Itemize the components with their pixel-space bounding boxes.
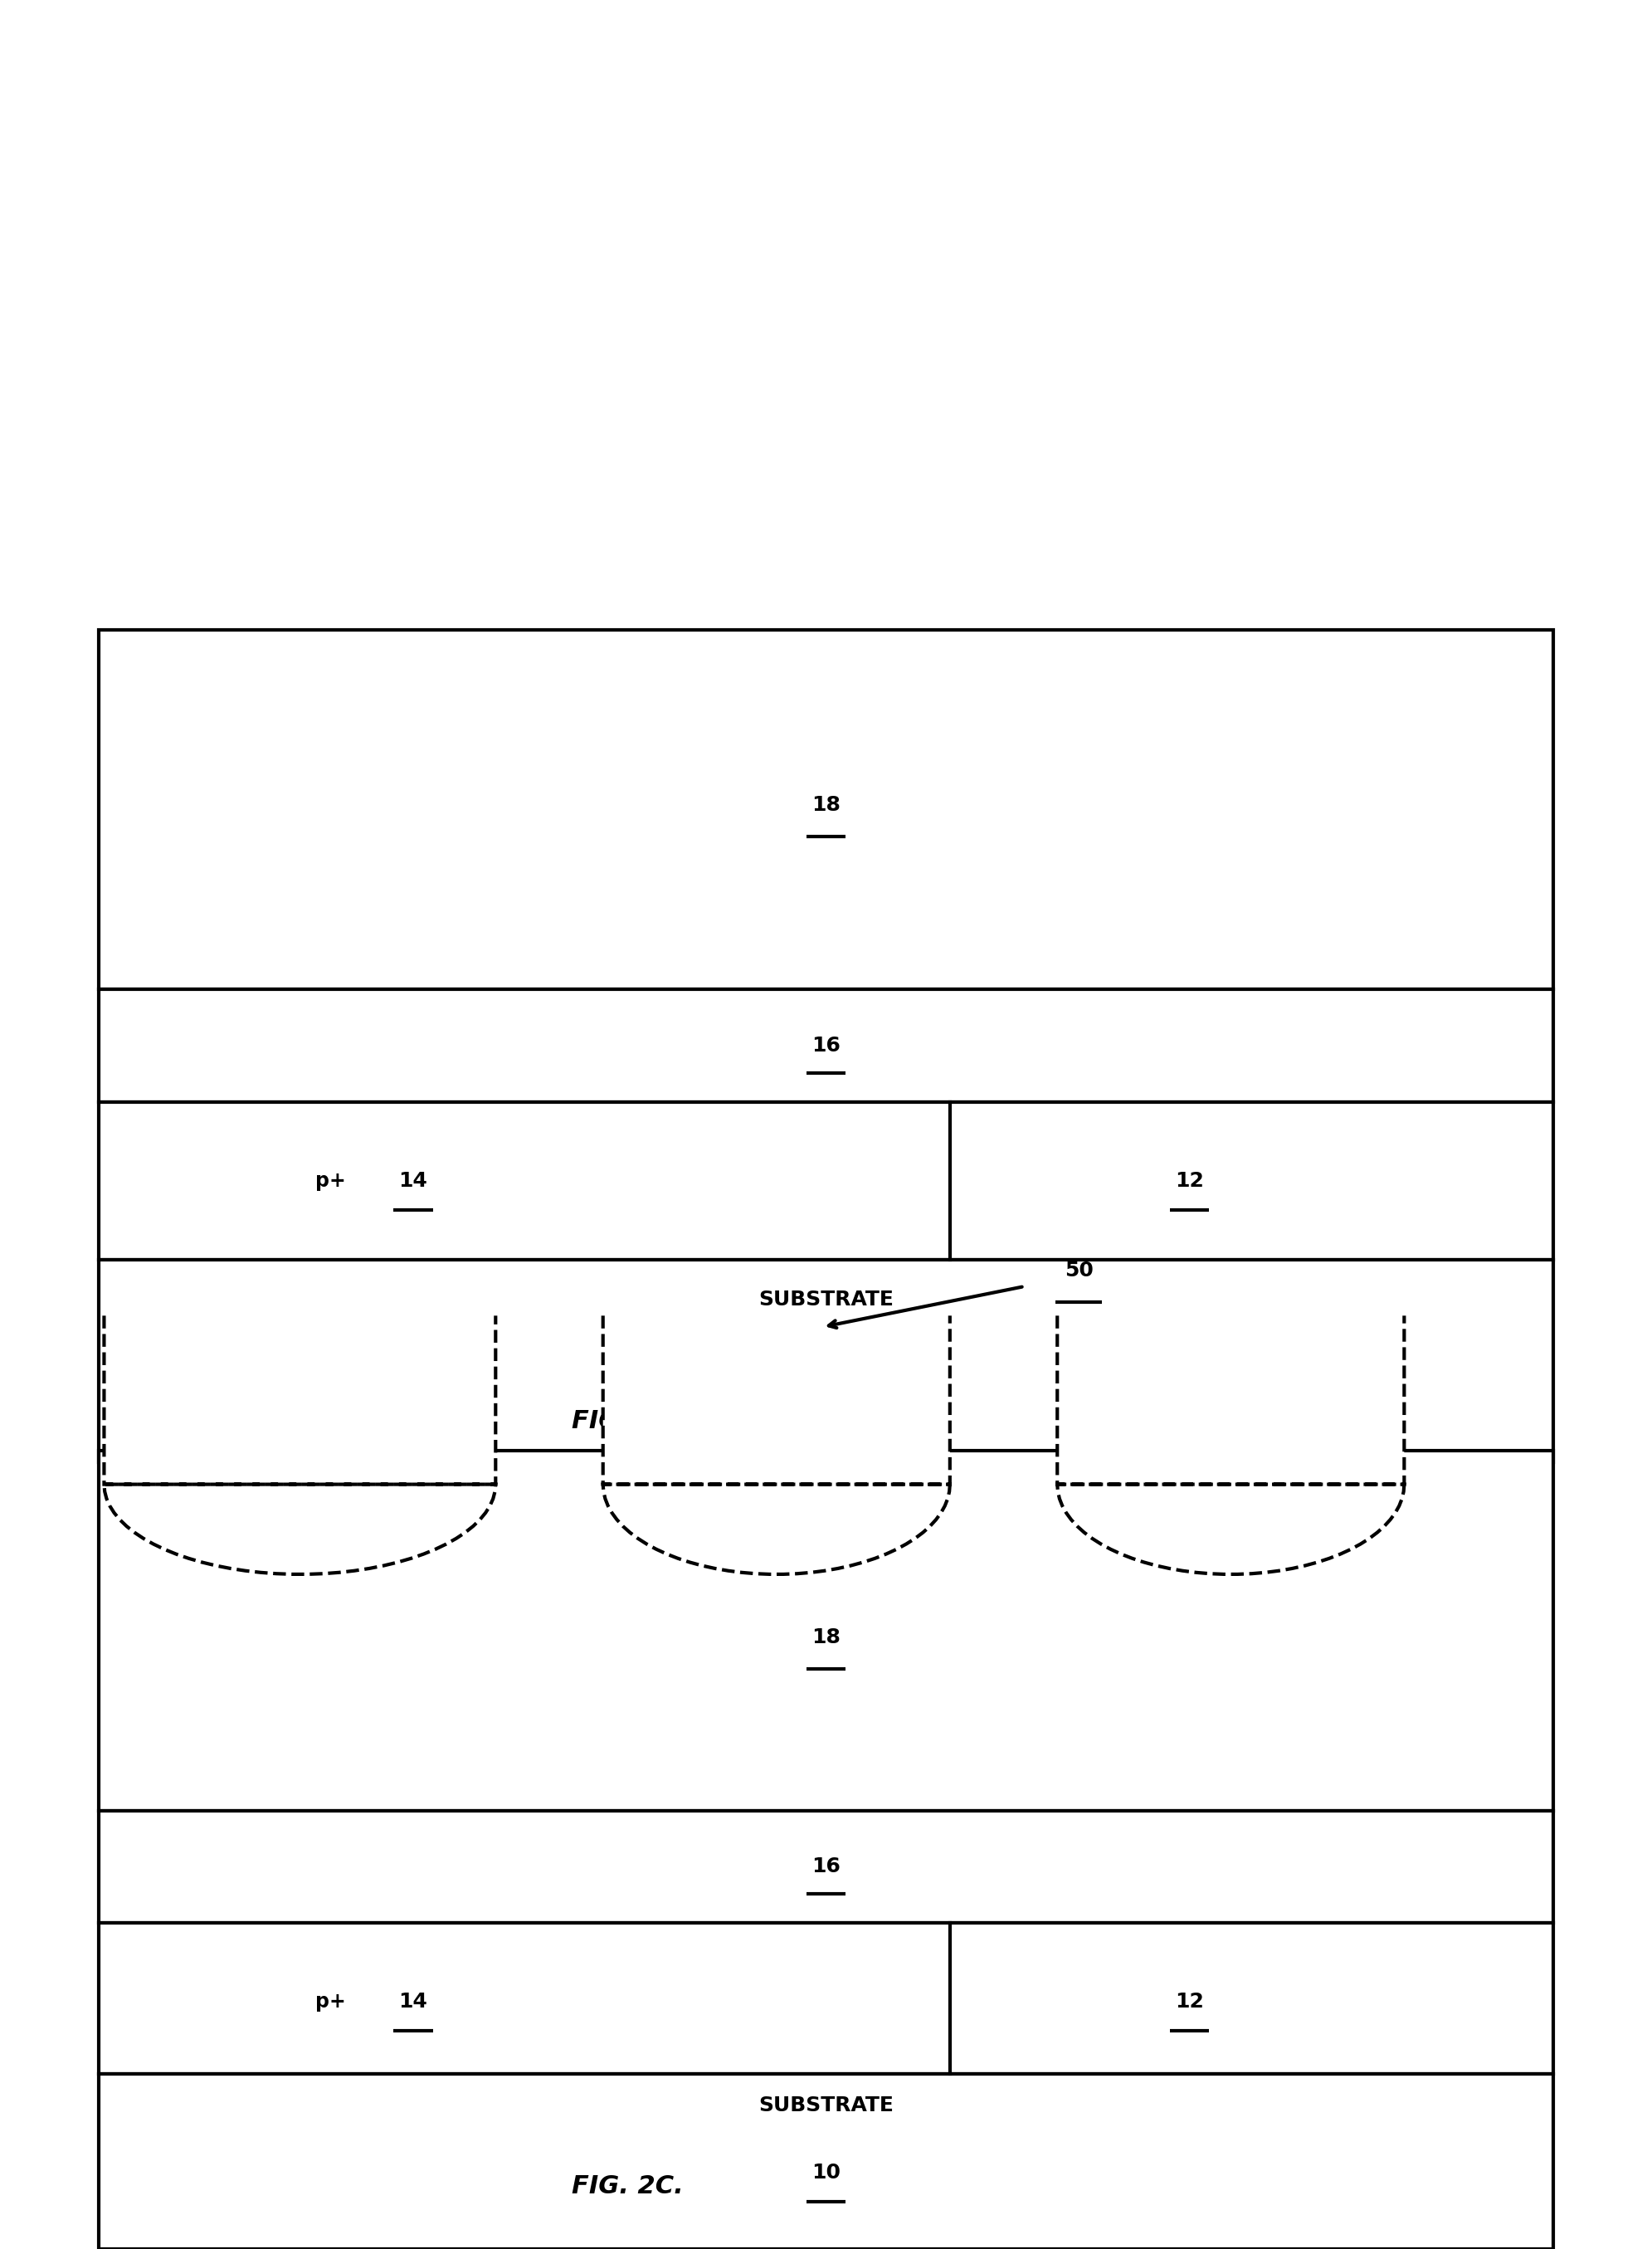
Bar — [99, 1923, 1553, 2074]
Text: SUBSTRATE: SUBSTRATE — [758, 2096, 894, 2114]
Bar — [99, 1102, 1553, 1259]
Text: 12: 12 — [1175, 1993, 1204, 2011]
Text: FIG. 2B.: FIG. 2B. — [572, 1410, 684, 1433]
Text: 50: 50 — [1064, 1262, 1094, 1280]
Text: SUBSTRATE: SUBSTRATE — [758, 1291, 894, 1309]
Text: 14: 14 — [398, 1172, 428, 1190]
Text: 16: 16 — [811, 1858, 841, 1876]
Bar — [99, 1259, 1553, 1462]
Bar — [99, 990, 1553, 1102]
Text: 18: 18 — [811, 1628, 841, 1646]
Bar — [99, 630, 1553, 990]
Text: 18: 18 — [811, 796, 841, 814]
Bar — [99, 1451, 1553, 1810]
Text: p+: p+ — [316, 1172, 345, 1190]
Bar — [99, 1810, 1553, 1923]
Text: 10: 10 — [811, 2164, 841, 2182]
Text: 16: 16 — [811, 1037, 841, 1055]
Text: 14: 14 — [398, 1993, 428, 2011]
PathPatch shape — [1057, 1316, 1404, 1574]
Text: 12: 12 — [1175, 1172, 1204, 1190]
Bar — [99, 2074, 1553, 2249]
PathPatch shape — [104, 1316, 496, 1574]
Text: 10: 10 — [811, 1358, 841, 1376]
Text: p+: p+ — [316, 1993, 345, 2011]
Text: FIG. 2C.: FIG. 2C. — [572, 2175, 684, 2197]
PathPatch shape — [603, 1316, 950, 1574]
